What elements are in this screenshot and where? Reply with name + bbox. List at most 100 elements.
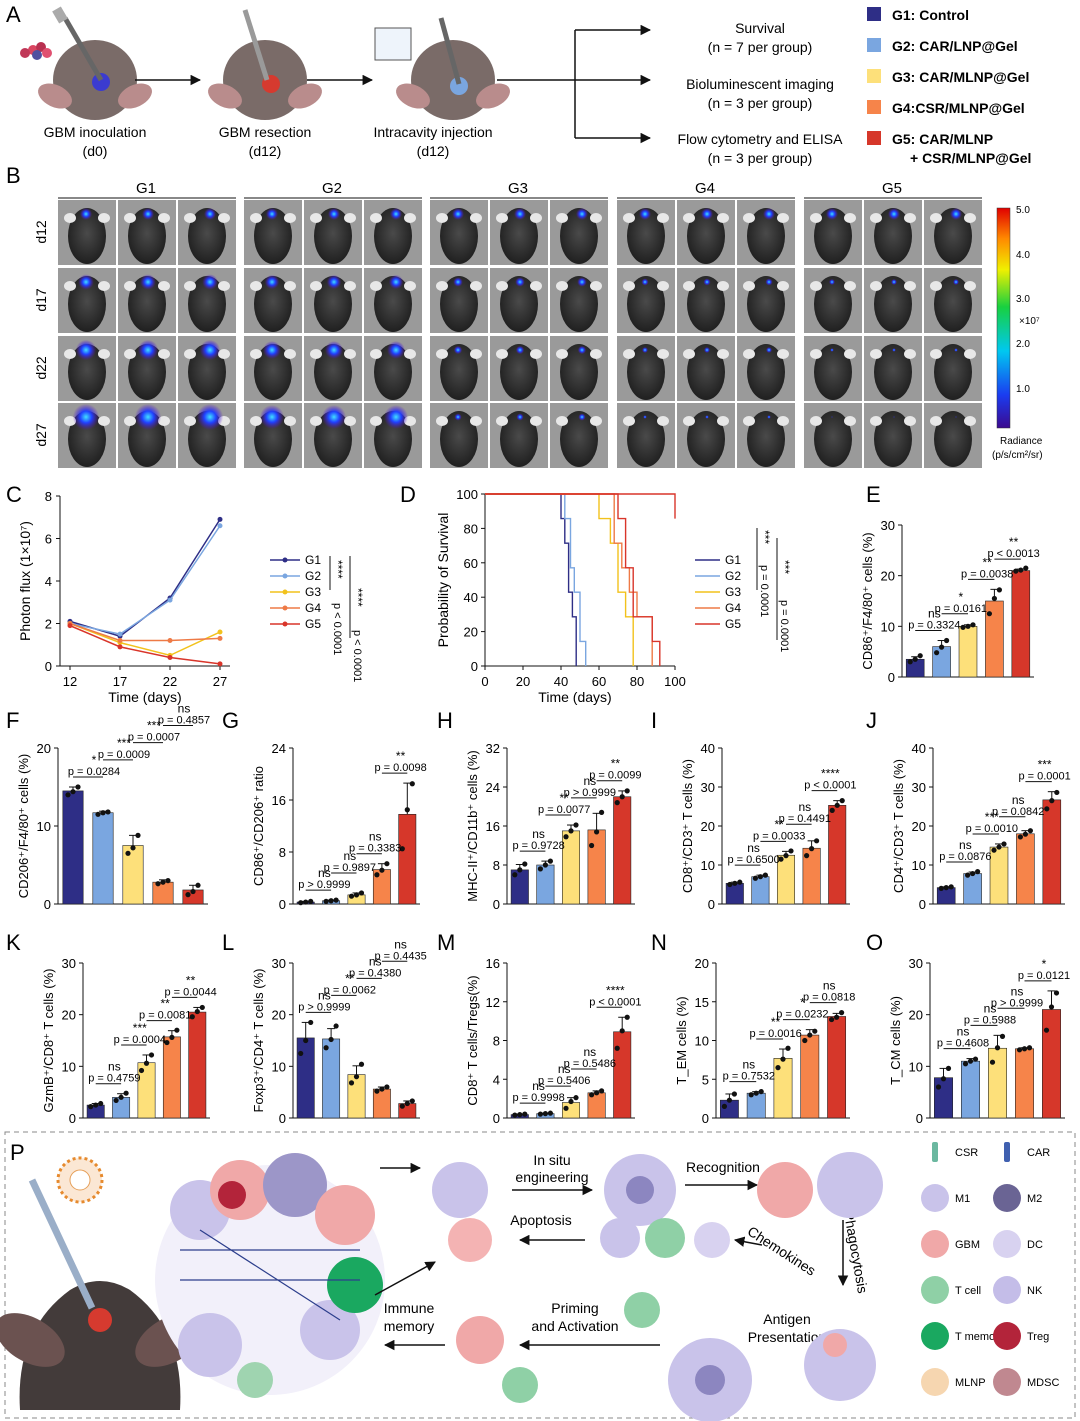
series-point-G5 [117,644,123,650]
cell-legend: CSR CAR M1 M2 GBM DC T cell NK T memory Treg MLNP M… [921,1142,1059,1396]
data-point [589,842,595,849]
x-tick-label: 17 [113,674,127,689]
legend-entry: G4 [305,601,321,615]
y-tick-label: 30 [881,518,895,533]
y-tick-label: 20 [881,569,895,584]
mouse-body [934,344,972,400]
stat-p: p = 0.4491 [779,813,831,825]
mouse-ear [158,281,170,291]
luminescence-signal [703,278,711,286]
mouse-ear [657,349,669,359]
data-point [614,800,620,806]
mouse-ear [310,349,322,359]
mouse-ear [590,349,602,359]
y-axis-label: CD86⁺/F4/80⁺ cells (%) [860,532,875,669]
mouse-ear [436,416,448,426]
y-tick-label: 10 [912,858,926,873]
panel-letter-i: I [651,708,657,733]
data-point [348,1080,355,1086]
mouse-ear [284,281,296,291]
y-tick-label: 0 [279,1111,286,1126]
data-point [748,1092,754,1098]
mouse-body [687,411,725,467]
y-tick-label: 10 [909,1059,923,1074]
mouse-body [500,276,538,332]
y-tick-label: 10 [37,819,51,834]
stat-sig: ns [1011,984,1024,998]
stat-p: p = 0.4759 [88,1073,140,1085]
mouse-ear [370,281,382,291]
legend-label: MLNP [955,1377,986,1389]
data-point [143,1060,150,1066]
data-point [996,587,1003,593]
group-column-label: G3 [508,180,528,197]
mouse-resection-illustration [208,9,322,120]
mouse-ear [284,349,296,359]
data-point [753,1090,759,1096]
luminescence-signal [578,413,586,421]
mouse-ear [404,213,416,223]
legend-marker [282,589,288,595]
bar-g5 [1042,799,1062,905]
x-tick-label: 20 [516,674,530,689]
luminescence-signal [763,208,775,220]
mouse-ear [250,349,262,359]
data-point [517,1112,523,1118]
stat-p: p = 0.0001 [758,565,770,617]
mouse-ear [98,416,110,426]
stat-p: p = 0.0044 [164,986,216,998]
series-point-G1 [217,516,223,522]
mouse-ear [556,349,568,359]
data-point [308,1019,314,1026]
bar-g3 [776,854,796,905]
data-point [970,622,976,628]
data-point [194,1008,200,1015]
data-point [619,794,625,800]
y-tick-label: 0 [44,897,51,912]
mouse-ear [496,349,508,359]
legend-entry: G1 [725,553,741,567]
bar-chart-k: 0 10 20 30 GzmB⁺/CD8⁺ T cells (%) p = 0.4759n… [41,956,217,1126]
y-tick-label: 30 [909,956,923,971]
y-tick-label: 40 [701,741,715,756]
group-label: G3: CAR/MLNP@Gel [892,69,1029,85]
stat-label: **** [351,588,365,607]
bar-g1 [296,1037,315,1119]
y-tick-label: 20 [464,625,478,640]
stat-p: p = 0.0232 [776,1009,828,1021]
y-tick-label: 40 [912,741,926,756]
data-point [98,1100,104,1107]
stat-p: p < 0.0013 [987,548,1039,560]
panel-letter-p: P [10,1140,25,1165]
stat-p: p = 0.4608 [937,1038,989,1050]
stat-p: p = 0.0099 [589,770,641,782]
y-tick-label: 8 [493,1034,500,1049]
survival-curve-G6 [485,493,676,519]
legend-entry: G2 [725,569,741,583]
readout-n: (n = 3 per group) [708,150,813,166]
step-day: (d12) [249,143,282,159]
group-label-line2: + CSR/MLNP@Gel [910,150,1031,166]
step-day: (d0) [83,143,108,159]
bar-g4 [587,829,606,905]
mouse-ear [683,416,695,426]
data-point [731,1091,738,1097]
data-point [989,1059,996,1065]
data-point [804,853,810,859]
stat-p: p = 0.0121 [1018,970,1070,982]
flow-label: memory [384,1318,435,1334]
stat-p: p = 0.5406 [538,1075,590,1087]
t-cell-icon [645,1218,685,1258]
mouse-ear [344,213,356,223]
bar-g5 [613,1031,632,1119]
stat-sig: ns [318,866,331,880]
stat-sig: *** [133,1021,147,1035]
stat-p: p = 0.5486 [564,1058,616,1070]
stat-p: p = 0.0007 [128,732,180,744]
colorbar-label: (p/s/cm²/sr) [992,450,1043,461]
mouse-ear [870,416,882,426]
stat-sig: ns [928,607,941,621]
y-axis-label: CD4⁺/CD3⁺ T cells (%) [891,759,906,893]
luminescence-signal [453,277,463,287]
legend-marker [282,605,288,611]
